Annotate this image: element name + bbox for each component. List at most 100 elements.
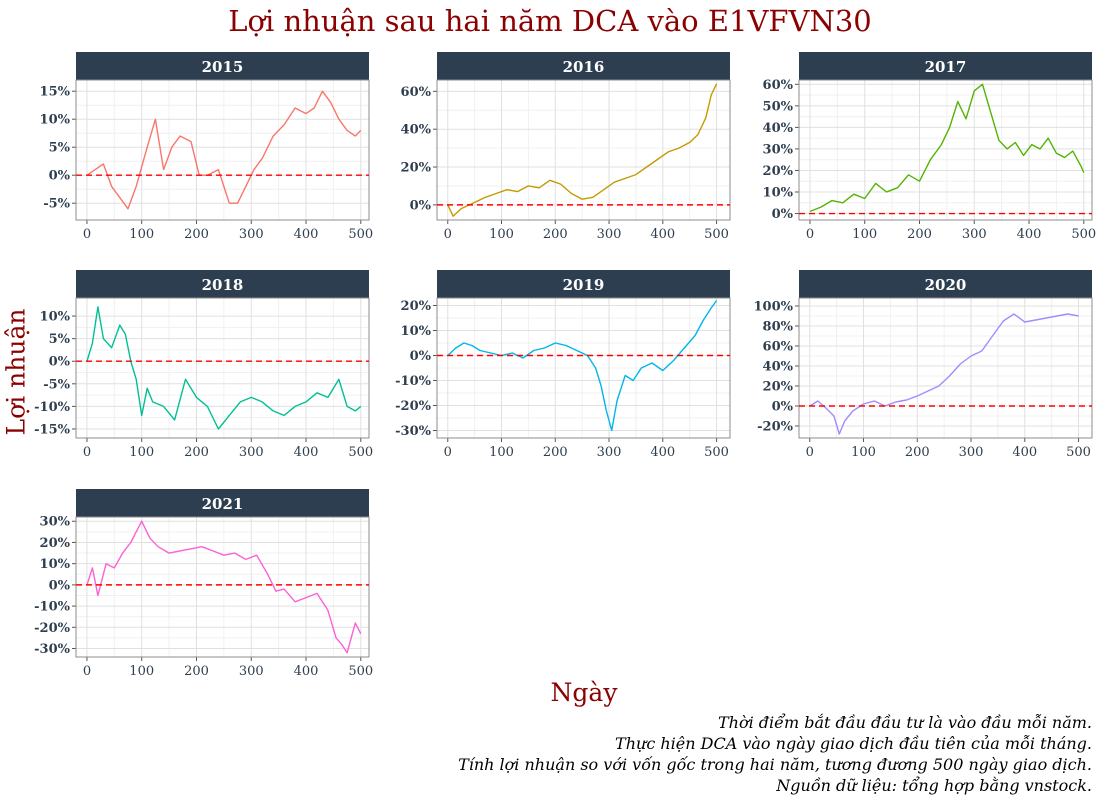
caption-line: Thực hiện DCA vào ngày giao dịch đầu tiê… — [615, 734, 1092, 753]
x-tick-label: 0 — [444, 445, 452, 460]
x-tick-label: 400 — [294, 227, 319, 242]
y-tick-label: 10% — [401, 324, 432, 339]
plot-background — [799, 298, 1092, 438]
y-tick-label: 40% — [401, 123, 432, 138]
facet-panel-2017: 2017 0 100 200 300 400 500 0% 10% 20% 30% 40% 50% 60% — [763, 52, 1096, 242]
y-tick-label: -15% — [34, 422, 70, 437]
y-tick-label: 0% — [49, 578, 71, 593]
series-line — [809, 313, 1079, 435]
x-tick-label: 300 — [597, 445, 622, 460]
facet-strip-label: 2018 — [202, 276, 244, 294]
y-tick-label: -30% — [395, 424, 431, 439]
y-tick-label: 20% — [401, 161, 432, 176]
x-tick-label: 300 — [962, 227, 987, 242]
x-tick-label: 200 — [184, 227, 209, 242]
y-tick-label: 20% — [401, 299, 432, 314]
series-line — [447, 300, 718, 432]
x-tick-label: 100 — [489, 227, 514, 242]
y-tick-label: -20% — [34, 621, 70, 636]
x-tick-label: 100 — [129, 445, 154, 460]
y-tick-label: 5% — [49, 141, 71, 156]
x-tick-label: 200 — [907, 227, 932, 242]
y-tick-label: 50% — [763, 99, 794, 114]
x-tick-label: 500 — [348, 445, 373, 460]
facet-strip — [76, 489, 369, 517]
y-tick-label: 10% — [40, 113, 71, 128]
x-tick-label: 500 — [1071, 227, 1096, 242]
facet-panel-2021: 2021 0 100 200 300 400 500 -30% -20% -10% 0% 10% 20%… — [34, 489, 373, 679]
x-tick-label: 500 — [348, 664, 373, 679]
panel-border — [798, 79, 1093, 221]
y-tick-label: 0% — [772, 207, 794, 222]
x-axis-label: Ngày — [550, 678, 618, 707]
caption-line: Tính lợi nhuận so với vốn gốc trong hai … — [458, 755, 1092, 774]
facet-strip — [76, 270, 369, 298]
plot-background — [76, 517, 369, 657]
x-tick-label: 300 — [239, 445, 264, 460]
x-tick-label: 100 — [489, 445, 514, 460]
x-tick-label: 300 — [959, 445, 984, 460]
x-tick-label: 0 — [83, 664, 91, 679]
x-tick-label: 400 — [294, 445, 319, 460]
facet-strip-label: 2016 — [563, 58, 605, 76]
y-tick-label: 5% — [49, 332, 71, 347]
x-tick-label: 200 — [184, 445, 209, 460]
y-tick-label: -5% — [43, 377, 70, 392]
y-tick-label: -10% — [34, 400, 70, 415]
y-tick-label: 10% — [763, 186, 794, 201]
panel-border — [436, 79, 731, 221]
y-tick-label: 10% — [40, 310, 71, 325]
y-tick-label: 0% — [772, 400, 794, 415]
y-tick-label: -5% — [43, 197, 70, 212]
x-tick-label: 0 — [83, 227, 91, 242]
x-tick-label: 500 — [704, 445, 729, 460]
x-tick-label: 100 — [852, 227, 877, 242]
facet-strip — [437, 270, 730, 298]
facet-strip — [799, 52, 1092, 80]
y-tick-label: -10% — [395, 374, 431, 389]
x-tick-label: 0 — [444, 227, 452, 242]
x-tick-label: 100 — [129, 227, 154, 242]
x-tick-label: 500 — [348, 227, 373, 242]
panel-border — [75, 516, 370, 658]
facet-panel-2020: 2020 0 100 200 300 400 500 -20% 0% 20% 40% 60% 80% 10… — [754, 270, 1093, 460]
y-tick-label: 60% — [401, 85, 432, 100]
x-tick-label: 400 — [650, 445, 675, 460]
y-tick-label: 30% — [40, 515, 71, 530]
y-tick-label: 100% — [754, 300, 794, 315]
x-tick-label: 300 — [597, 227, 622, 242]
y-tick-label: 0% — [49, 355, 71, 370]
y-tick-label: -20% — [757, 420, 793, 435]
y-tick-label: 40% — [763, 360, 794, 375]
y-tick-label: -20% — [395, 399, 431, 414]
x-tick-label: 400 — [294, 664, 319, 679]
y-tick-label: 0% — [410, 349, 432, 364]
facet-strip — [437, 52, 730, 80]
caption-line: Nguồn dữ liệu: tổng hợp bằng vnstock. — [776, 776, 1092, 795]
facet-panel-2019: 2019 0 100 200 300 400 500 -30% -20% -10% 0% 10% 20% — [395, 270, 731, 460]
facet-strip — [76, 52, 369, 80]
x-tick-label: 200 — [543, 445, 568, 460]
x-tick-label: 0 — [806, 227, 814, 242]
x-tick-label: 400 — [1017, 227, 1042, 242]
y-tick-label: 0% — [410, 198, 432, 213]
plot-background — [76, 298, 369, 438]
x-tick-label: 200 — [543, 227, 568, 242]
plot-background — [76, 80, 369, 220]
panel-border — [75, 79, 370, 221]
x-tick-label: 100 — [129, 664, 154, 679]
facet-strip-label: 2015 — [202, 58, 244, 76]
caption-line: Thời điểm bắt đầu đầu tư là vào đầu mỗi … — [717, 713, 1092, 732]
x-tick-label: 300 — [239, 227, 264, 242]
y-tick-label: 15% — [40, 85, 71, 100]
panel-border — [436, 297, 731, 439]
series-line — [86, 306, 362, 430]
y-tick-label: 20% — [763, 164, 794, 179]
x-tick-label: 200 — [184, 664, 209, 679]
series-line — [86, 90, 362, 210]
facet-strip-label: 2021 — [202, 495, 244, 513]
chart-title: Lợi nhuận sau hai năm DCA vào E1VFVN30 — [228, 4, 872, 38]
y-tick-label: 60% — [763, 340, 794, 355]
y-tick-label: 30% — [763, 142, 794, 157]
